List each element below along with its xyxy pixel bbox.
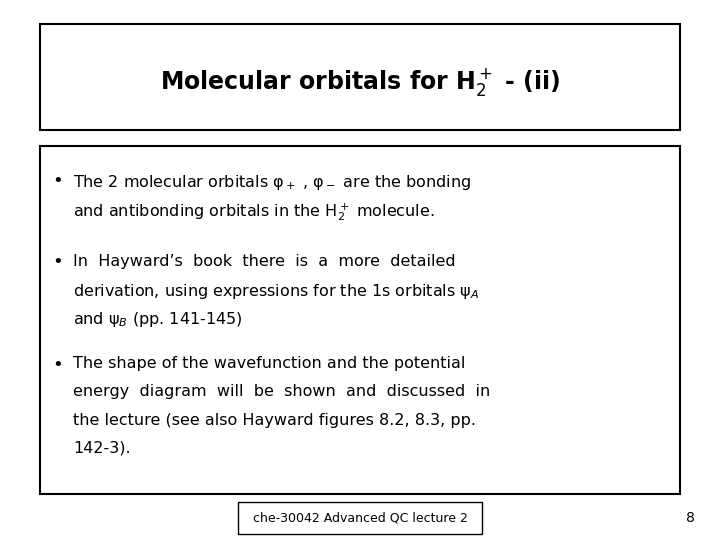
Text: che-30042 Advanced QC lecture 2: che-30042 Advanced QC lecture 2: [253, 511, 467, 524]
Text: The shape of the wavefunction and the potential: The shape of the wavefunction and the po…: [73, 356, 466, 372]
Text: 8: 8: [686, 511, 695, 525]
Text: The 2 molecular orbitals φ$_+$ , φ$_-$ are the bonding: The 2 molecular orbitals φ$_+$ , φ$_-$ a…: [73, 173, 472, 192]
Text: •: •: [52, 172, 63, 190]
Text: derivation, using expressions for the 1s orbitals ψ$_A$: derivation, using expressions for the 1s…: [73, 282, 480, 301]
Text: 142-3).: 142-3).: [73, 441, 131, 456]
Text: •: •: [52, 356, 63, 374]
Text: and antibonding orbitals in the H$_2^+$ molecule.: and antibonding orbitals in the H$_2^+$ …: [73, 201, 435, 222]
FancyBboxPatch shape: [40, 24, 680, 130]
FancyBboxPatch shape: [238, 502, 482, 534]
Text: the lecture (see also Hayward figures 8.2, 8.3, pp.: the lecture (see also Hayward figures 8.…: [73, 413, 477, 428]
Text: •: •: [52, 253, 63, 271]
FancyBboxPatch shape: [40, 146, 680, 494]
Text: Molecular orbitals for H$_2^+$ - (ii): Molecular orbitals for H$_2^+$ - (ii): [160, 66, 560, 98]
Text: In  Hayward’s  book  there  is  a  more  detailed: In Hayward’s book there is a more detail…: [73, 254, 456, 269]
Text: and ψ$_B$ (pp. 141-145): and ψ$_B$ (pp. 141-145): [73, 310, 243, 329]
Text: energy  diagram  will  be  shown  and  discussed  in: energy diagram will be shown and discuss…: [73, 384, 491, 400]
